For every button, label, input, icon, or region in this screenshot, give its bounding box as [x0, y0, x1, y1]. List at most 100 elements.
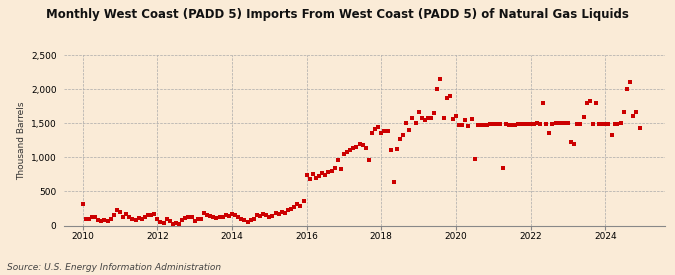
- Point: [205, 214, 216, 218]
- Point: [323, 169, 333, 174]
- Point: [267, 214, 277, 218]
- Point: [152, 216, 163, 221]
- Y-axis label: Thousand Barrels: Thousand Barrels: [18, 101, 26, 180]
- Point: [117, 214, 128, 219]
- Point: [457, 122, 468, 127]
- Point: [254, 214, 265, 218]
- Point: [593, 122, 604, 126]
- Point: [463, 124, 474, 128]
- Point: [420, 118, 431, 123]
- Point: [525, 122, 536, 126]
- Point: [258, 212, 269, 216]
- Point: [531, 121, 542, 125]
- Point: [454, 122, 464, 127]
- Point: [481, 123, 492, 127]
- Point: [84, 217, 95, 222]
- Point: [438, 116, 449, 120]
- Point: [413, 110, 424, 114]
- Point: [516, 122, 526, 126]
- Point: [171, 221, 182, 226]
- Point: [519, 122, 530, 126]
- Point: [513, 122, 524, 126]
- Point: [90, 215, 101, 219]
- Point: [382, 129, 393, 134]
- Point: [329, 165, 340, 170]
- Point: [466, 117, 477, 121]
- Point: [469, 157, 480, 161]
- Point: [279, 211, 290, 215]
- Point: [612, 122, 623, 126]
- Point: [429, 111, 439, 115]
- Point: [211, 216, 222, 220]
- Point: [388, 180, 399, 184]
- Point: [488, 122, 499, 126]
- Point: [167, 222, 178, 226]
- Point: [242, 220, 253, 224]
- Point: [115, 210, 126, 214]
- Point: [295, 204, 306, 208]
- Point: [410, 121, 421, 125]
- Point: [339, 152, 350, 156]
- Point: [435, 77, 446, 81]
- Point: [177, 218, 188, 222]
- Point: [553, 121, 564, 125]
- Point: [142, 213, 153, 218]
- Point: [317, 171, 328, 175]
- Point: [367, 131, 377, 136]
- Point: [276, 210, 287, 214]
- Point: [544, 131, 555, 136]
- Point: [208, 215, 219, 219]
- Point: [566, 140, 576, 144]
- Point: [500, 122, 511, 126]
- Point: [93, 218, 104, 222]
- Point: [283, 208, 294, 213]
- Point: [301, 173, 312, 177]
- Point: [252, 213, 263, 218]
- Point: [616, 121, 626, 125]
- Point: [357, 143, 368, 147]
- Point: [239, 218, 250, 222]
- Point: [425, 116, 436, 121]
- Point: [304, 177, 315, 181]
- Point: [385, 148, 396, 152]
- Point: [432, 87, 443, 91]
- Point: [547, 122, 558, 126]
- Point: [164, 219, 175, 223]
- Point: [320, 173, 331, 177]
- Point: [245, 218, 256, 222]
- Point: [149, 212, 160, 216]
- Point: [140, 214, 151, 219]
- Point: [569, 142, 580, 147]
- Point: [364, 158, 375, 162]
- Point: [230, 212, 240, 217]
- Point: [581, 101, 592, 105]
- Point: [618, 110, 629, 114]
- Point: [609, 122, 620, 126]
- Point: [103, 219, 113, 224]
- Point: [248, 217, 259, 222]
- Point: [99, 218, 110, 222]
- Point: [444, 94, 455, 98]
- Point: [522, 122, 533, 126]
- Point: [398, 133, 408, 137]
- Point: [78, 202, 88, 207]
- Point: [109, 213, 119, 218]
- Point: [450, 114, 461, 119]
- Point: [121, 212, 132, 216]
- Point: [332, 158, 343, 162]
- Point: [528, 122, 539, 126]
- Point: [310, 175, 321, 180]
- Point: [196, 216, 207, 221]
- Point: [348, 146, 358, 151]
- Point: [80, 216, 91, 221]
- Point: [86, 214, 97, 219]
- Point: [460, 118, 470, 123]
- Point: [236, 216, 247, 221]
- Point: [189, 219, 200, 224]
- Point: [289, 205, 300, 209]
- Point: [227, 212, 238, 216]
- Point: [134, 216, 144, 220]
- Point: [351, 145, 362, 149]
- Point: [369, 126, 380, 131]
- Point: [407, 116, 418, 121]
